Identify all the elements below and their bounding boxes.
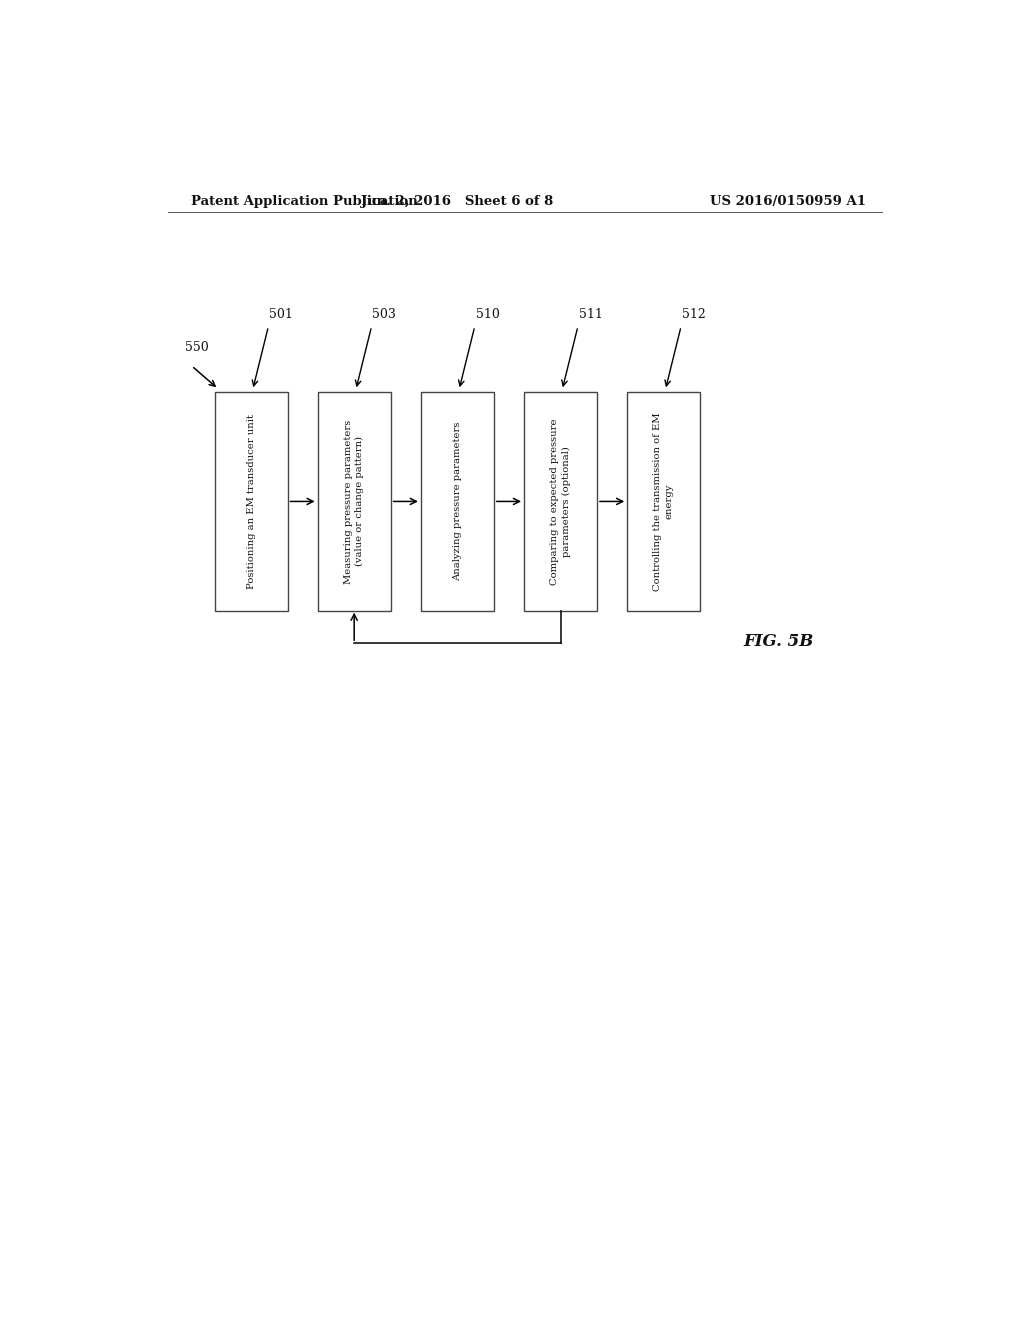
Text: 510: 510 xyxy=(475,308,500,321)
Text: Controlling the transmission of EM
energy: Controlling the transmission of EM energ… xyxy=(653,412,674,590)
Bar xyxy=(317,392,391,611)
Text: 503: 503 xyxy=(373,308,396,321)
Bar xyxy=(627,392,700,611)
Text: Positioning an EM transducer unit: Positioning an EM transducer unit xyxy=(247,414,256,589)
Text: Patent Application Publication: Patent Application Publication xyxy=(191,194,418,207)
Text: 511: 511 xyxy=(579,308,603,321)
Text: 512: 512 xyxy=(682,308,706,321)
Text: Comparing to expected pressure
parameters (optional): Comparing to expected pressure parameter… xyxy=(550,418,570,585)
Text: 501: 501 xyxy=(269,308,293,321)
Bar xyxy=(421,392,494,611)
Bar xyxy=(214,392,288,611)
Text: 550: 550 xyxy=(185,341,209,354)
Text: Measuring pressure parameters
(value or change pattern): Measuring pressure parameters (value or … xyxy=(344,420,365,583)
Text: Jun. 2, 2016   Sheet 6 of 8: Jun. 2, 2016 Sheet 6 of 8 xyxy=(361,194,553,207)
Text: FIG. 5B: FIG. 5B xyxy=(743,632,814,649)
Text: US 2016/0150959 A1: US 2016/0150959 A1 xyxy=(710,194,866,207)
Bar xyxy=(524,392,597,611)
Text: Analyzing pressure parameters: Analyzing pressure parameters xyxy=(453,422,462,581)
